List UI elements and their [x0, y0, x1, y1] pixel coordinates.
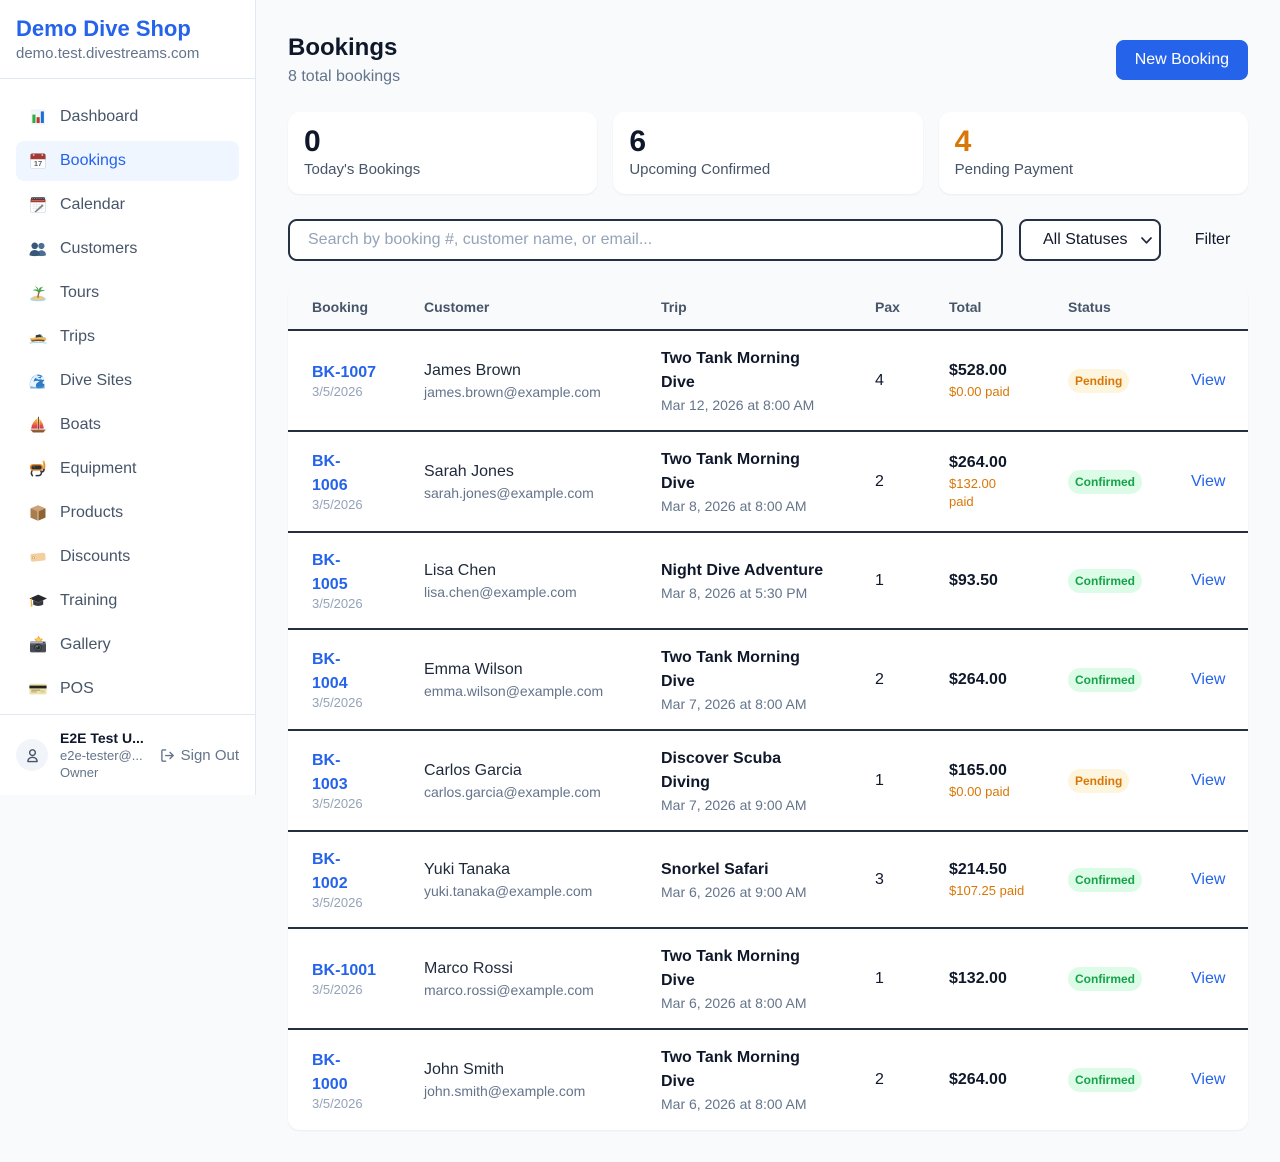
svg-text:17: 17: [34, 159, 42, 168]
